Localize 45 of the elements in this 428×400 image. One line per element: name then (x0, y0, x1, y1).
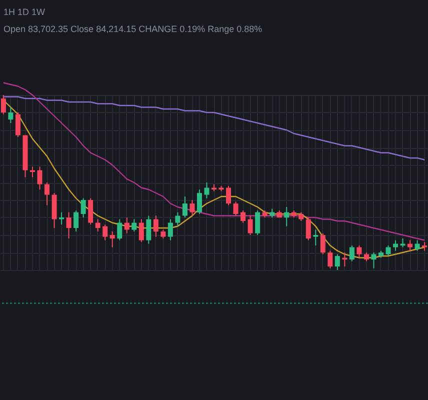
candlestick (414, 240, 420, 252)
candlestick (204, 182, 210, 199)
candlestick (124, 217, 130, 234)
text: 1H 1D 1W (4, 7, 46, 18)
candlestick (371, 252, 376, 269)
candlestick (153, 215, 158, 238)
candlestick (196, 189, 202, 214)
candlestick (88, 198, 94, 225)
candlestick (66, 212, 72, 239)
candlestick (248, 215, 253, 236)
candlestick (328, 250, 333, 269)
candlestick (102, 224, 108, 241)
candlestick (284, 206, 290, 227)
candlestick (15, 112, 20, 138)
candlestick (190, 200, 195, 216)
candlestick (168, 218, 173, 241)
candlestick (138, 218, 144, 242)
candlestick (408, 240, 413, 252)
candlestick (255, 210, 260, 236)
candlestick (132, 218, 137, 232)
candlestick (8, 106, 14, 124)
candlestick (233, 201, 238, 216)
candlestick (95, 218, 100, 232)
candlestick (240, 210, 246, 224)
candlestick (386, 245, 391, 256)
candlestick (334, 254, 340, 270)
candlestick (313, 229, 318, 246)
candlestick (320, 232, 326, 255)
candlestick (146, 215, 152, 244)
candlestick (74, 210, 79, 232)
candlestick (226, 186, 232, 206)
candlestick (117, 218, 122, 241)
candlestick (306, 217, 311, 241)
text: Open 83,702.35 Close 84,214.15 CHANGE 0.19% Range 0.88% (4, 24, 262, 34)
candlestick (44, 182, 50, 206)
candlestick (349, 245, 354, 262)
candlestick (393, 240, 398, 252)
candlestick (59, 212, 64, 225)
candlestick (182, 196, 188, 218)
candlestick (356, 245, 362, 258)
candlestick (175, 212, 180, 227)
candlestick (80, 198, 86, 218)
candlestick (0, 94, 6, 115)
candlestick (37, 166, 42, 190)
candlestick (110, 231, 115, 248)
